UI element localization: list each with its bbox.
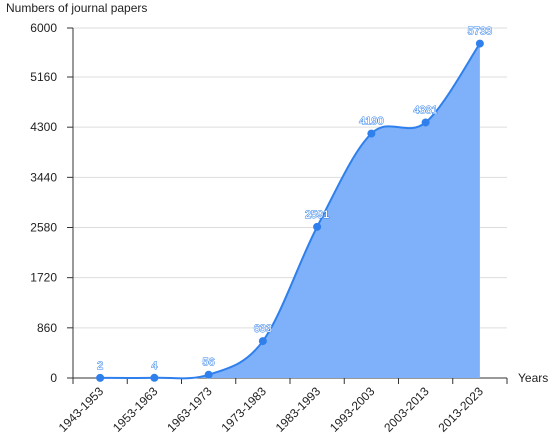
- y-tick-label: 1720: [30, 271, 57, 285]
- x-tick-label: 1943-1953: [56, 384, 107, 433]
- y-tick-label: 0: [50, 371, 57, 385]
- value-label: 2591: [305, 209, 329, 221]
- value-label: 56: [203, 357, 215, 369]
- value-label: 4190: [359, 116, 383, 128]
- x-tick-label: 1983-1993: [273, 384, 324, 433]
- y-tick-label: 860: [37, 321, 57, 335]
- x-tick-label: 2013-2023: [436, 384, 487, 433]
- value-label: 5733: [468, 26, 492, 38]
- point: [258, 337, 267, 346]
- point: [150, 373, 159, 382]
- x-tick-label: 1953-1963: [110, 384, 161, 433]
- y-axis-label: Numbers of journal papers: [6, 1, 147, 15]
- x-tick-label: 1993-2003: [327, 384, 378, 433]
- value-label: 4381: [413, 104, 437, 116]
- x-tick-label: 2003-2013: [381, 384, 432, 433]
- y-tick-label: 2580: [30, 221, 57, 235]
- y-tick-label: 6000: [30, 21, 57, 35]
- y-tick-label: 3440: [30, 170, 57, 184]
- point: [421, 118, 430, 127]
- x-tick-label: 1973-1983: [219, 384, 270, 433]
- value-label: 2: [97, 360, 103, 372]
- x-tick-label: 1963-1973: [164, 384, 215, 433]
- value-label: 4: [151, 360, 157, 372]
- point: [367, 129, 376, 138]
- point: [313, 222, 322, 231]
- point: [96, 373, 105, 382]
- y-tick-label: 4300: [30, 120, 57, 134]
- point: [475, 39, 484, 48]
- x-axis-label: Years: [518, 371, 548, 385]
- point: [204, 370, 213, 379]
- value-label: 633: [254, 323, 272, 335]
- y-tick-label: 5160: [30, 70, 57, 84]
